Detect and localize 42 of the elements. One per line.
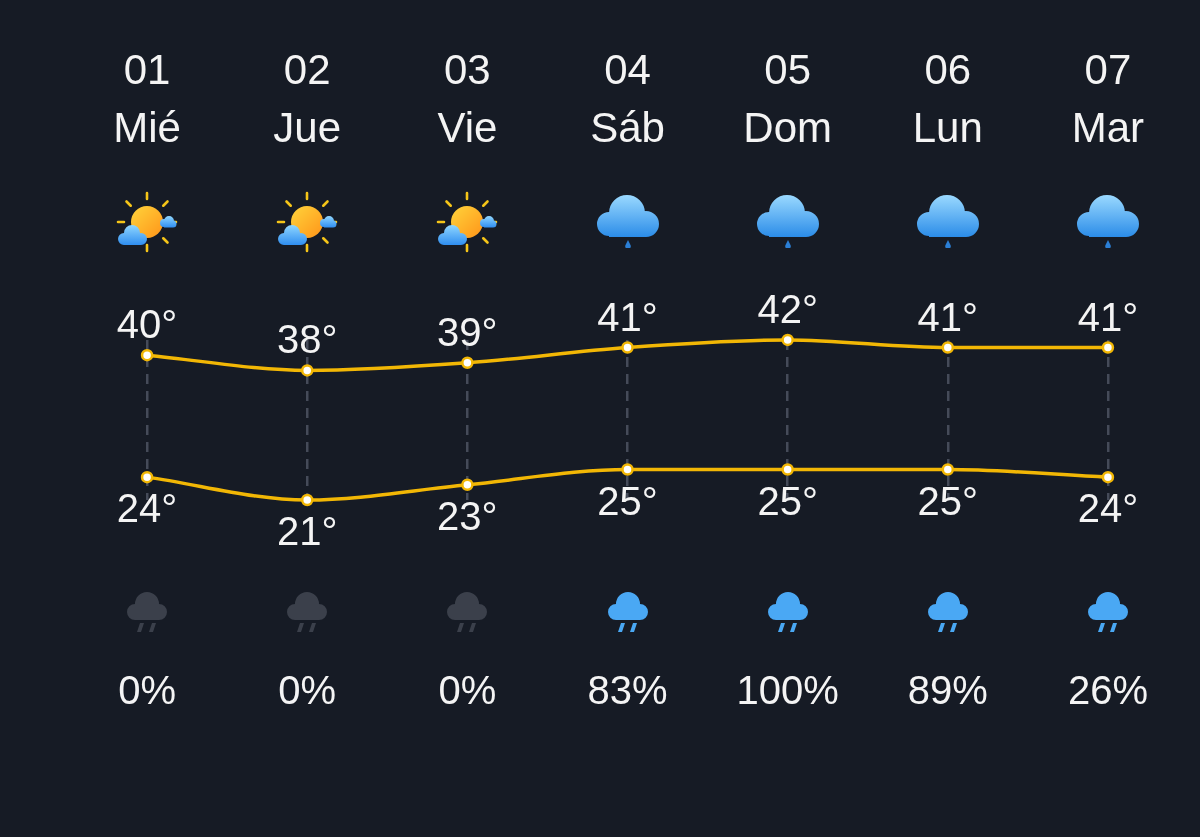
point [300,364,314,377]
data-label: 24° [116,486,178,531]
point [461,356,474,370]
data-label: 25° [917,478,979,523]
data-label: 41° [1077,294,1139,339]
data-label: 25° [757,478,818,523]
point [300,493,314,507]
point [461,478,474,491]
x-tick-label: 01 Mié [113,45,181,151]
point [781,333,794,347]
data-label: 39° [437,309,498,354]
data-label: 83% [587,668,668,712]
x-tick-label: 07 Mar [1071,45,1145,151]
point [621,341,634,354]
point [941,463,955,476]
data-label: 25° [597,478,658,523]
data-label: 40° [116,302,178,347]
data-label: 42° [757,286,818,331]
x-tick-label: 03 Vie [437,45,498,151]
data-label: 0% [278,668,337,712]
data-label: 0% [438,668,497,712]
data-label: 23° [437,493,498,538]
x-tick-label: 05 Dom [743,45,832,151]
point [1101,470,1115,484]
data-label: 41° [917,294,979,339]
x-tick-label: 06 Lun [912,45,983,151]
point [941,341,955,354]
x-tick-label: 02 Jue [273,45,342,151]
data-label: 21° [276,509,338,554]
data-label: 38° [276,317,338,362]
point [140,470,154,484]
point [140,348,154,362]
x-tick-label: 04 Sáb [590,45,665,151]
data-label: 0% [118,668,176,712]
data-label: 26% [1067,668,1148,712]
point [1101,341,1115,354]
data-label: 89% [907,668,988,712]
point [781,463,794,476]
data-label: 100% [736,668,839,712]
data-label: 41° [597,294,658,339]
point [621,463,634,476]
data-label: 24° [1077,486,1139,531]
